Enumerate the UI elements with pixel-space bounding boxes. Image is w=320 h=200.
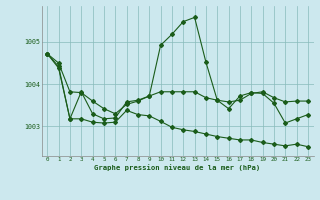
X-axis label: Graphe pression niveau de la mer (hPa): Graphe pression niveau de la mer (hPa) [94,164,261,171]
